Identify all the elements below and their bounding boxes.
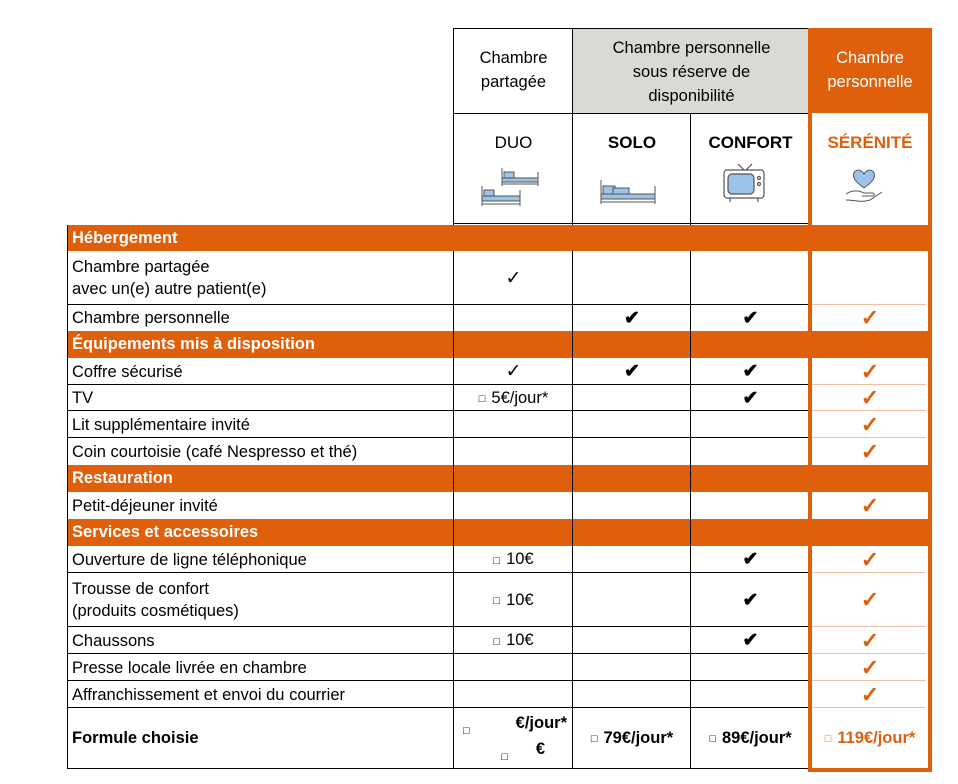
check-mark: ✓ [860, 438, 880, 464]
heart-hand-icon [845, 169, 883, 202]
row-coffre-label: Coffre sécurisé [72, 362, 183, 381]
section-restauration: Restauration [67, 465, 930, 492]
formule-duo-option[interactable]: □ €/jour* □ € [454, 708, 573, 768]
divider [67, 437, 810, 439]
section-hebergement: Hébergement [67, 225, 930, 251]
check-mark: ✓ [505, 267, 522, 289]
formula-confort: CONFORT [708, 133, 793, 152]
check-mark: ✔ [624, 361, 640, 382]
divider [453, 28, 455, 225]
check-mark: ✔ [742, 307, 759, 329]
formule-solo-option[interactable]: □ 79€/jour* [590, 728, 674, 747]
row-petit-dej-label: Petit-déjeuner invité [72, 496, 218, 515]
check-mark: ✓ [860, 587, 880, 612]
row-formule-label: Formule choisie [72, 729, 199, 747]
divider [812, 304, 926, 305]
divider [812, 572, 926, 573]
divider [690, 113, 692, 225]
row-chaussons-label: Chaussons [72, 631, 155, 650]
divider [572, 251, 574, 769]
bed-icon [600, 180, 656, 204]
formula-duo: DUO [494, 133, 533, 152]
check-mark: ✓ [860, 654, 880, 680]
tv-icon [723, 163, 765, 202]
row-chambre-personnelle-label: Chambre personnelle [72, 309, 230, 327]
formula-solo: SOLO [607, 133, 657, 152]
check-mark: ✓ [860, 627, 880, 653]
header-mid-group: Chambre personnelle sous réserve de dispon… [612, 39, 771, 105]
check-mark: ✔ [742, 630, 759, 651]
row-trousse-label: Trousse de confort (produits cosmétiques) [72, 580, 239, 620]
check-mark: ✓ [860, 492, 880, 518]
divider [809, 251, 811, 769]
divider [454, 223, 810, 225]
row-chambre-partagee-label: Chambre partagée avec un(e) autre patient… [72, 258, 267, 298]
checkbox-icon[interactable]: □ [463, 725, 470, 737]
row-tv-label: TV [72, 389, 94, 407]
check-mark: ✔ [742, 387, 759, 409]
row-coin-label: Coin courtoisie (café Nespresso et thé) [72, 442, 358, 461]
check-mark: ✓ [505, 361, 522, 382]
formule-confort-option[interactable]: □ 89€/jour* [709, 728, 792, 747]
divider [67, 225, 69, 769]
divider [812, 707, 926, 708]
formule-serenite-option[interactable]: □ 119€/jour* [824, 728, 916, 747]
tv-duo-option[interactable]: □ 5€/jour* [478, 388, 549, 407]
checkbox-icon[interactable]: □ [501, 751, 508, 763]
check-mark: ✓ [860, 305, 880, 330]
check-mark: ✔ [742, 361, 759, 382]
check-mark: ✓ [860, 681, 880, 707]
section-equipements: Équipements mis à disposition [67, 331, 930, 358]
divider [454, 113, 810, 115]
duo-total: € [535, 740, 545, 758]
divider [67, 653, 810, 655]
check-mark: ✓ [860, 546, 880, 572]
divider [572, 28, 574, 225]
divider [67, 768, 810, 770]
row-presse-label: Presse locale livrée en chambre [72, 658, 307, 677]
divider [809, 28, 811, 225]
bunk-beds-icon [481, 168, 539, 206]
divider [812, 626, 926, 627]
section-services: Services et accessoires [67, 519, 930, 546]
divider [67, 707, 810, 709]
divider [812, 384, 926, 385]
divider [67, 680, 810, 682]
divider [67, 384, 810, 386]
check-mark: ✔ [742, 589, 759, 611]
divider [67, 304, 810, 306]
divider [812, 653, 926, 654]
row-courrier-label: Affranchissement et envoi du courrier [72, 685, 345, 704]
chaussons-duo-option[interactable]: □ 10€ [493, 631, 534, 649]
divider [67, 410, 810, 412]
row-ligne-label: Ouverture de ligne téléphonique [72, 550, 307, 569]
formula-serenite: SÉRÉNITÉ [827, 133, 913, 152]
divider [454, 28, 810, 30]
divider [67, 572, 810, 574]
header-serenite-group: Chambre personnelle [827, 49, 913, 91]
header-duo-group: Chambre partagée [479, 49, 548, 91]
check-mark: ✓ [860, 411, 880, 437]
check-mark: ✔ [742, 549, 759, 570]
duo-per-day: €/jour* [515, 714, 567, 732]
ligne-duo-option[interactable]: □ 10€ [493, 550, 534, 568]
header-mid-bg [573, 29, 810, 113]
divider [812, 437, 926, 438]
trousse-duo-option[interactable]: □ 10€ [493, 590, 534, 609]
row-lit-label: Lit supplémentaire invité [72, 415, 250, 434]
header-serenite-bg [810, 29, 930, 113]
divider [67, 626, 810, 628]
divider [690, 251, 692, 769]
check-mark: ✓ [860, 385, 880, 410]
divider [812, 410, 926, 411]
divider [812, 680, 926, 681]
check-mark: ✓ [860, 358, 880, 384]
check-mark: ✔ [624, 307, 640, 329]
divider [453, 251, 455, 769]
